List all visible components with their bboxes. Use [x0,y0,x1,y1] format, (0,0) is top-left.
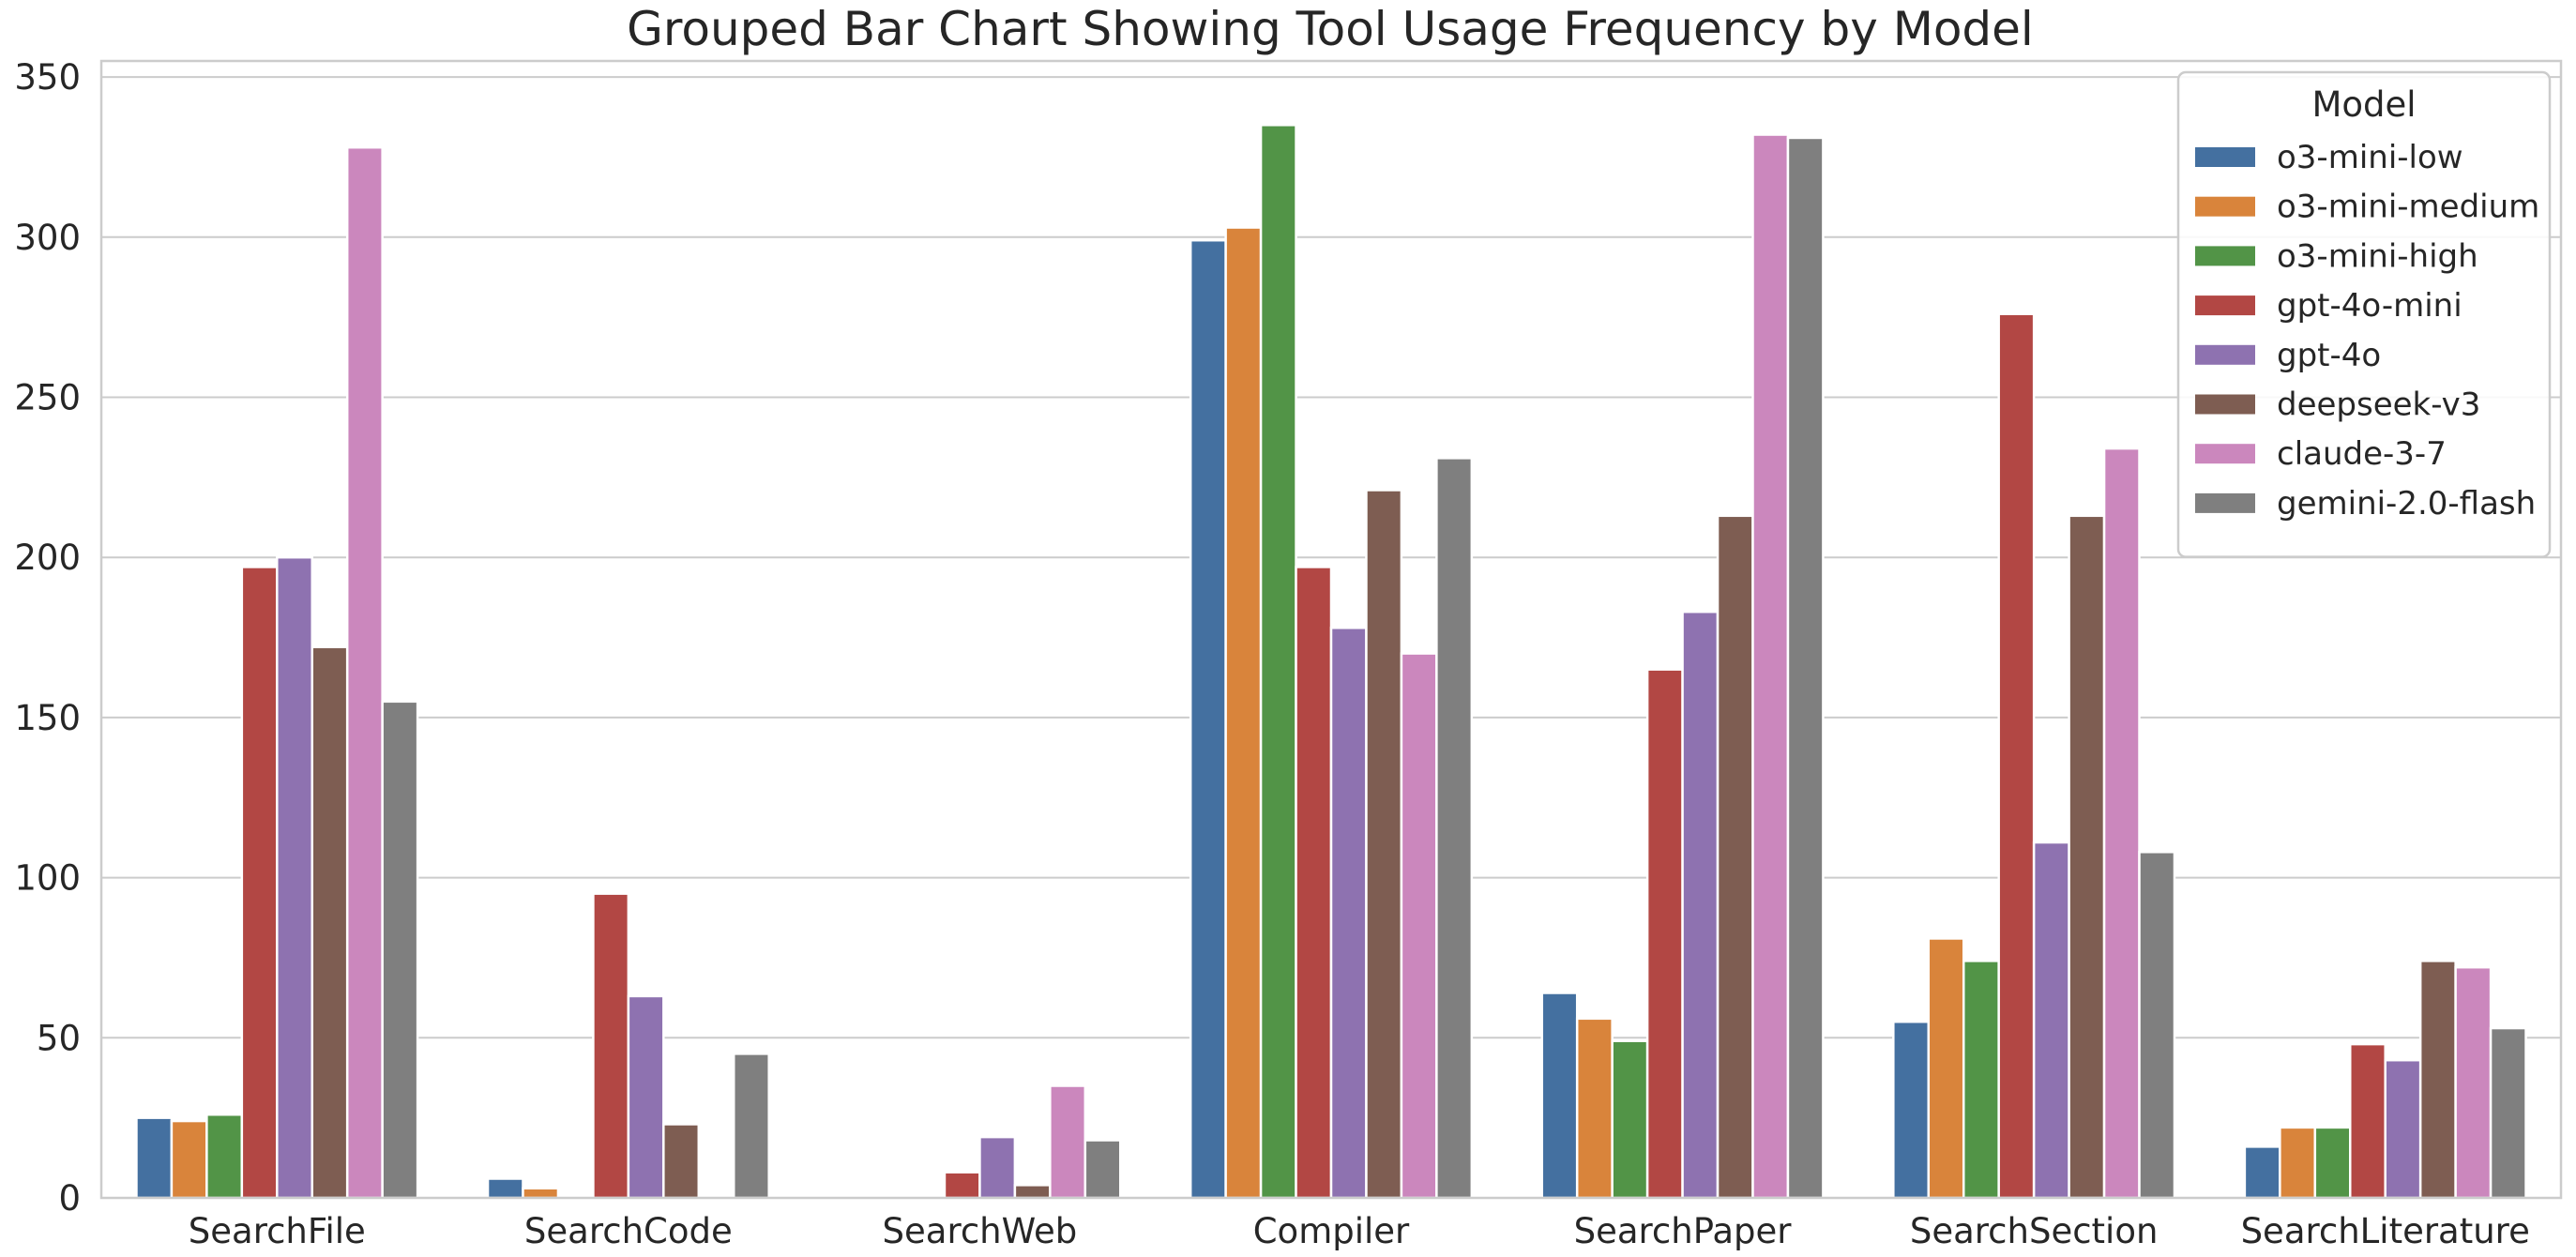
bar [1400,652,1438,1200]
bar [732,1053,770,1200]
legend-swatch [2195,196,2255,217]
bar [2138,851,2176,1200]
legend-swatch [2195,344,2255,365]
bar [592,892,630,1200]
bar [2068,514,2106,1200]
bar [662,1123,701,1200]
bar [943,1171,981,1200]
bar [1329,627,1368,1200]
bar [1751,133,1790,1200]
y-tick-label: 100 [14,858,81,899]
bar [2489,1026,2527,1200]
bar [1786,136,1825,1200]
legend-entry: gpt-4o [2277,337,2381,374]
y-tick-label: 200 [14,538,81,578]
bar [1892,1020,1931,1200]
plot-frame [99,59,2563,1200]
bar [1013,1184,1052,1200]
bar [381,700,419,1200]
bar [1681,610,1720,1200]
x-tick-label: SearchWeb [883,1211,1078,1251]
bar [1083,1139,1122,1200]
bar [276,555,313,1200]
bar [2243,1145,2281,1200]
bar [1435,457,1474,1200]
y-tick-label: 50 [37,1018,81,1058]
x-tick-label: SearchPaper [1574,1211,1793,1251]
bar [170,1119,208,1200]
bar [1997,312,2036,1200]
bars-layer [135,124,2527,1200]
bar [1295,566,1333,1200]
y-tick-label: 150 [14,698,81,738]
x-tick-label: SearchLiterature [2241,1211,2530,1251]
bar [2418,960,2457,1200]
bar [978,1135,1017,1200]
bar [1540,992,1579,1200]
legend-entry: o3-mini-medium [2277,189,2539,226]
legend-swatch [2195,246,2255,266]
bar [2454,965,2493,1200]
y-axis: 0 50 100 150 200 250 300 350 [14,57,81,1219]
bar [2102,447,2141,1200]
bar [2313,1126,2352,1200]
bar [345,145,384,1200]
bar [486,1177,524,1200]
legend-box [2176,70,2552,558]
bar [2279,1126,2317,1200]
legend: Model o3-mini-low o3-mini-medium o3-mini-hi… [2176,70,2552,558]
legend-title: Model [2311,84,2416,125]
bar [311,645,349,1200]
bar [1259,124,1297,1200]
legend-entry: o3-mini-high [2277,237,2478,275]
x-tick-label: Compiler [1253,1211,1410,1251]
legend-entry: gpt-4o-mini [2277,287,2462,325]
chart-title: Grouped Bar Chart Showing Tool Usage Fre… [627,2,2034,56]
x-tick-label: SearchCode [524,1211,733,1251]
legend-swatch [2195,492,2255,513]
bar [2384,1058,2422,1200]
x-tick-label: SearchFile [189,1211,366,1251]
y-tick-label: 300 [14,218,81,258]
x-tick-label: SearchSection [1910,1211,2159,1251]
legend-entry: claude-3-7 [2277,435,2447,473]
legend-swatch [2195,394,2255,415]
bar [1365,489,1403,1200]
bar [2349,1042,2387,1200]
legend-entry: deepseek-v3 [2277,386,2480,424]
bar [627,994,665,1200]
bar [135,1116,174,1200]
bar [1716,514,1754,1200]
bar [1611,1039,1649,1200]
bar [522,1187,560,1200]
legend-swatch [2195,295,2255,316]
bar [2032,841,2070,1200]
bar [1927,937,1965,1200]
bar [1575,1017,1614,1200]
bar [240,566,279,1200]
y-tick-label: 250 [14,377,81,417]
bar [1645,668,1684,1200]
y-tick-label: 0 [58,1178,81,1219]
bar [1962,960,2000,1200]
bar [1224,226,1263,1200]
legend-swatch [2195,147,2255,167]
legend-entry: o3-mini-low [2277,139,2463,176]
y-tick-label: 350 [14,57,81,98]
legend-entry: gemini-2.0-flash [2277,485,2536,522]
x-axis: SearchFile SearchCode SearchWeb Compiler Sea… [189,1211,2530,1251]
bar [1189,238,1227,1200]
bar [205,1113,244,1200]
legend-swatch [2195,444,2255,464]
bar [1049,1084,1087,1200]
